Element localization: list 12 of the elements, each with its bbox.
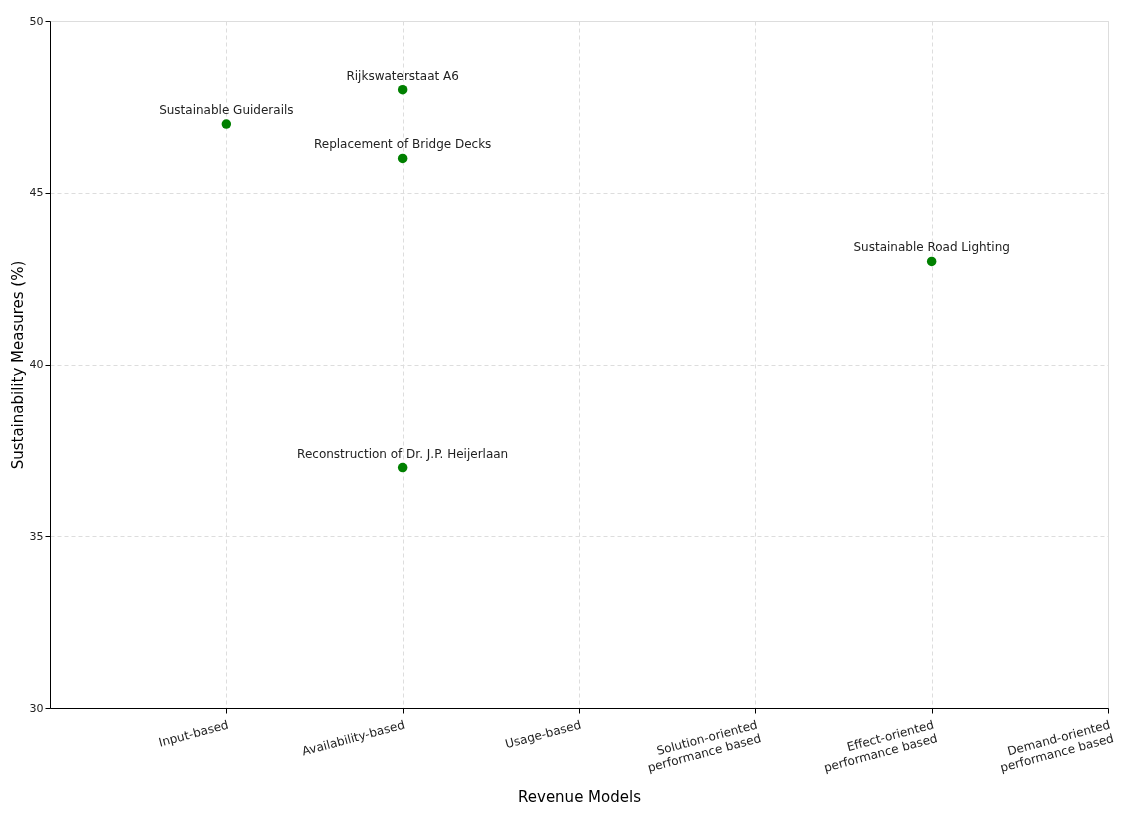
y-tick-label: 40 (29, 358, 44, 371)
annotation: Sustainable Road Lighting (853, 240, 1010, 255)
annotation: Rijkswaterstaat A6 (346, 68, 459, 83)
annotation: Replacement of Bridge Decks (313, 137, 492, 152)
y-axis-title: Sustainability Measures (%) (8, 260, 27, 470)
y-tick-label: 30 (29, 701, 44, 715)
y-tick-label: 45 (29, 186, 44, 200)
x-axis-title: Revenue Models (518, 787, 642, 806)
y-tick-label: 35 (29, 529, 44, 543)
annotation: Reconstruction of Dr. J.P. Heijerlaan (297, 446, 509, 461)
annotation: Sustainable Guiderails (159, 103, 294, 118)
y-tick-label: 50 (29, 14, 44, 28)
